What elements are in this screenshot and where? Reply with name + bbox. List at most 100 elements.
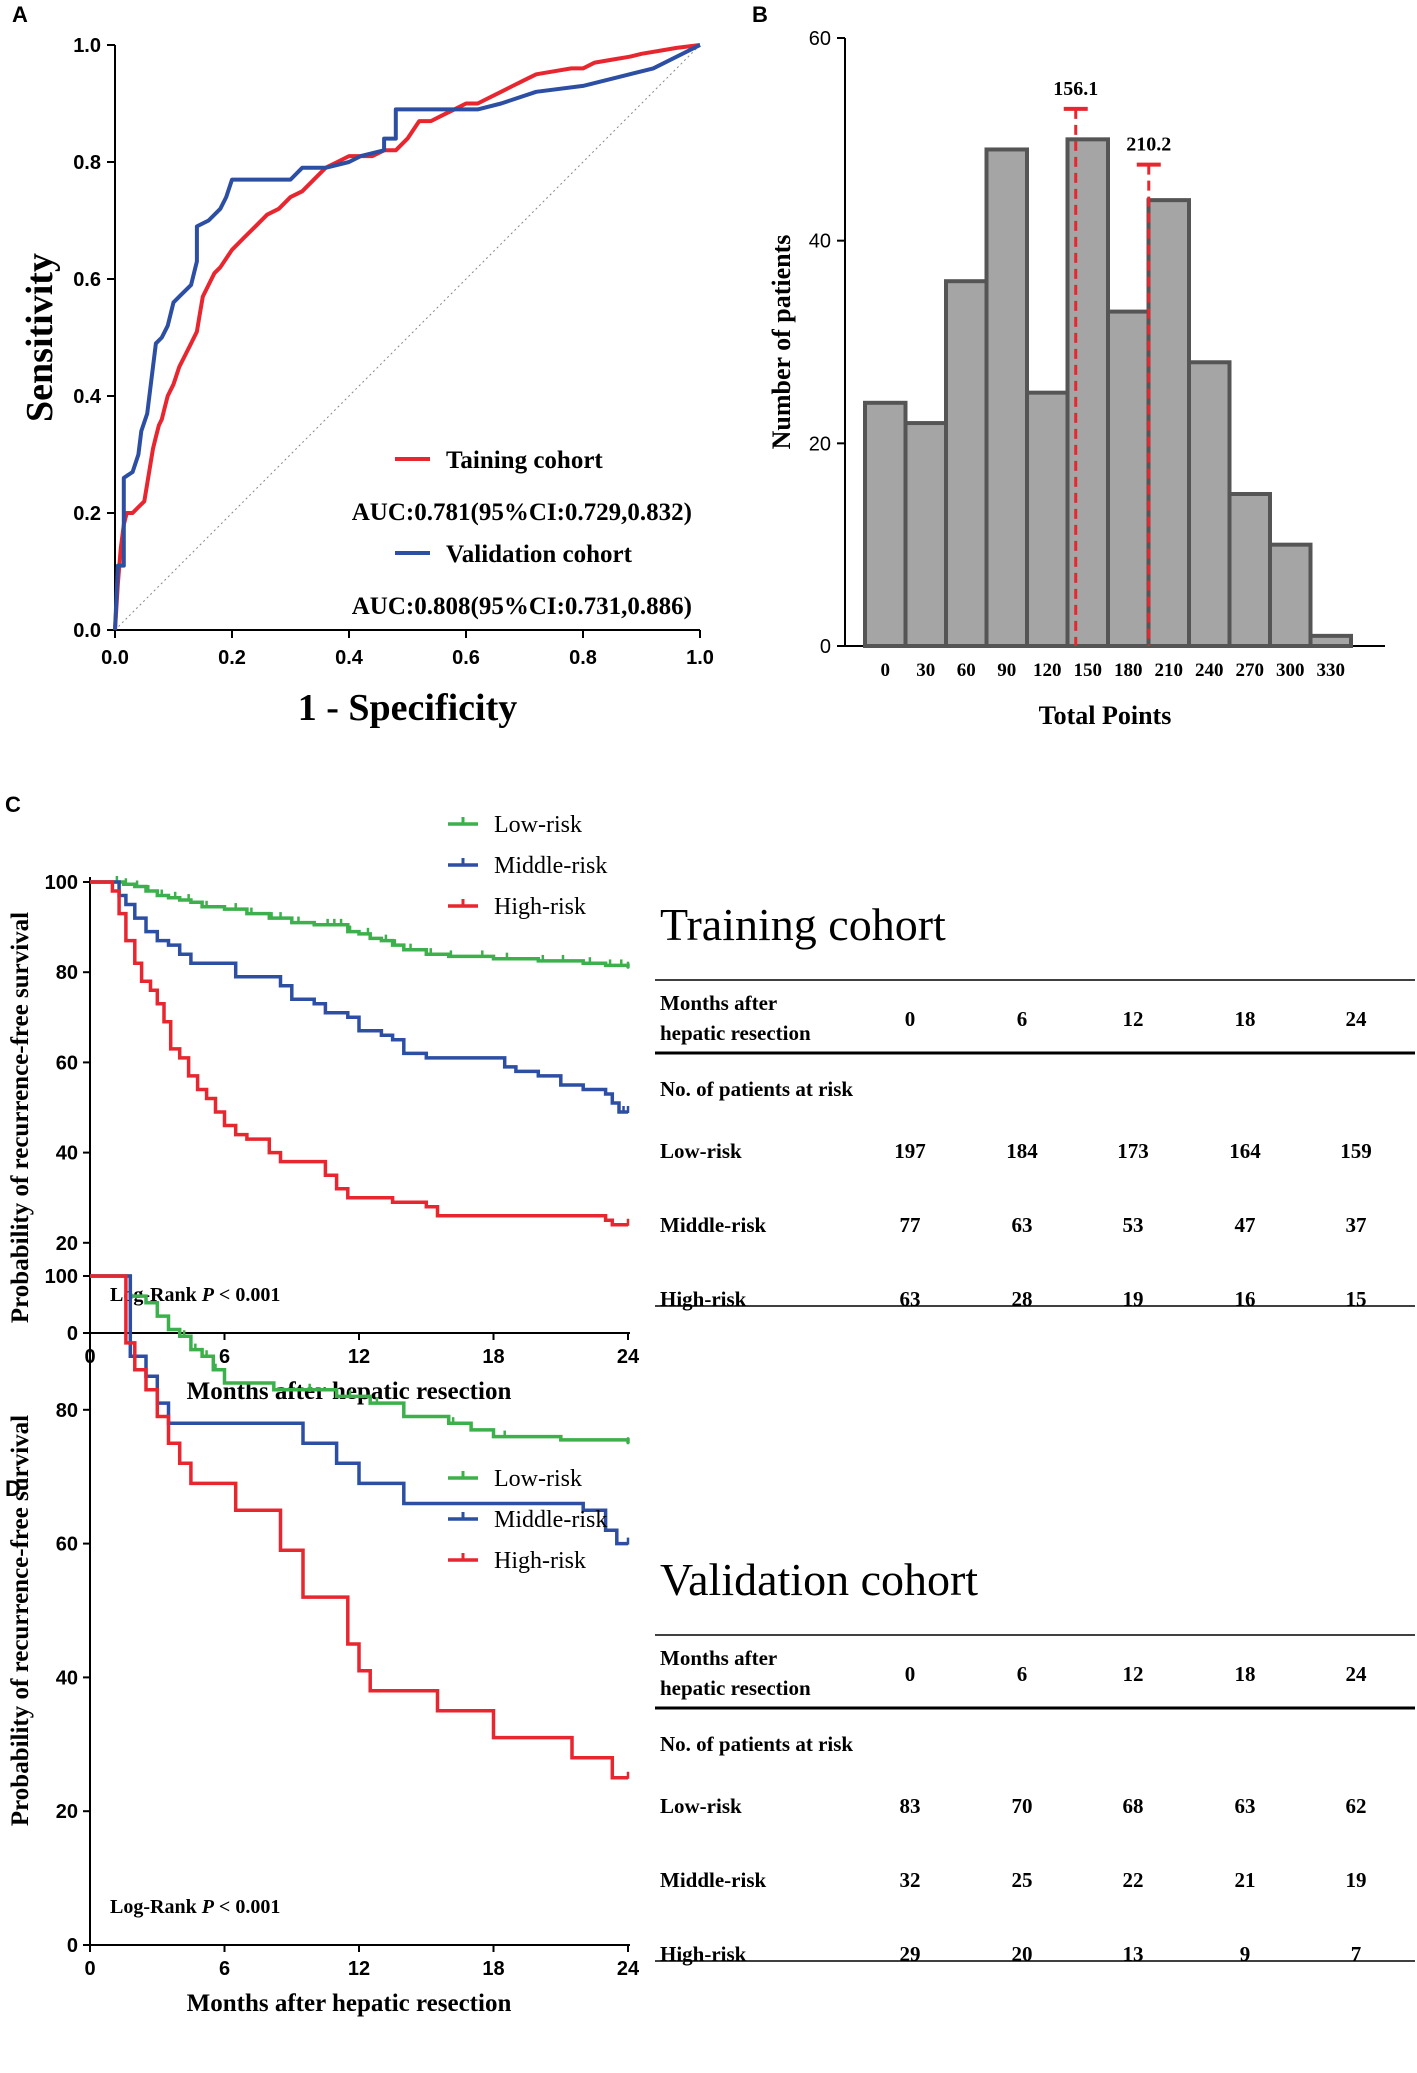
km-x-tick-label: 12 — [348, 1346, 370, 1368]
km-y-tick-label: 100 — [45, 872, 78, 894]
table-cell: 63 — [900, 1287, 921, 1311]
km-x-tick-label: 0 — [84, 1958, 95, 1980]
hist-y-tick-label: 20 — [809, 433, 831, 455]
hist-marker-label: 210.2 — [1126, 134, 1171, 156]
table-title: Validation cohort — [660, 1554, 978, 1605]
km-logrank-p: P — [201, 1284, 215, 1306]
table-cell: 164 — [1229, 1139, 1261, 1163]
table-cell: 20 — [1012, 1942, 1033, 1966]
hist-x-tick-label: 180 — [1114, 660, 1143, 681]
roc-legend-validation: Validation cohort — [446, 541, 633, 568]
table-section-label: No. of patients at risk — [660, 1077, 853, 1101]
table-cell: 70 — [1012, 1794, 1033, 1818]
hist-bar — [1268, 542, 1313, 649]
table-cell: 62 — [1346, 1794, 1367, 1818]
km-x-tick-label: 24 — [617, 1958, 640, 1980]
km-y-tick-label: 40 — [56, 1667, 78, 1689]
table-row-label: Low-risk — [660, 1139, 742, 1163]
table-row-label: Middle-risk — [660, 1213, 766, 1237]
table-cell: 173 — [1117, 1139, 1149, 1163]
table-column-header: 24 — [1346, 1662, 1368, 1686]
roc-x-tick-label: 0.8 — [569, 647, 597, 669]
roc-x-tick-label: 0.0 — [101, 647, 129, 669]
hist-x-tick-label: 120 — [1033, 660, 1062, 681]
hist-x-tick-label: 150 — [1074, 660, 1103, 681]
table-cell: 22 — [1123, 1868, 1144, 1892]
roc-curve-training — [113, 43, 701, 631]
km-x-tick-label: 6 — [219, 1346, 230, 1368]
hist-x-tick-label: 210 — [1155, 660, 1184, 681]
table-header-label: Months after — [660, 1646, 777, 1670]
km-legend-low: Low-risk — [494, 812, 582, 838]
table-column-header: 12 — [1123, 1662, 1144, 1686]
roc-legend-training-auc: AUC:0.781(95%CI:0.729,0.832) — [352, 499, 692, 526]
hist-bar — [863, 400, 908, 648]
table-row-label: High-risk — [660, 1287, 747, 1311]
table-row-label: Low-risk — [660, 1794, 742, 1818]
table-column-header: 0 — [905, 1007, 916, 1031]
risk-table-validation: Validation cohort Months after hepatic res… — [655, 1554, 1415, 1966]
km-legend-low: Low-risk — [494, 1466, 582, 1492]
table-cell: 15 — [1346, 1287, 1367, 1311]
panel-label-d: D — [5, 1476, 21, 1501]
km-logrank-annotation: Log-Rank P < 0.001 — [110, 1284, 280, 1306]
km-logrank-p: P — [201, 1896, 215, 1918]
table-cell: 19 — [1346, 1868, 1367, 1892]
hist-bar — [1025, 390, 1070, 648]
km-y-tick-label: 40 — [56, 1143, 78, 1165]
km-logrank-suffix: < 0.001 — [214, 1284, 280, 1306]
km-logrank-annotation: Log-Rank P < 0.001 — [110, 1896, 280, 1918]
panel-label-c: C — [5, 792, 21, 817]
km-y-label: Probability of recurrence-free survival — [7, 912, 34, 1323]
km-y-tick-label: 20 — [56, 1801, 78, 1823]
hist-x-tick-label: 90 — [997, 660, 1016, 681]
km-x-tick-label: 24 — [617, 1346, 640, 1368]
table-cell: 13 — [1123, 1942, 1144, 1966]
km-logrank-prefix: Log-Rank — [110, 1284, 202, 1306]
km-x-tick-label: 12 — [348, 1958, 370, 1980]
table-cell: 21 — [1235, 1868, 1256, 1892]
table-header-label: hepatic resection — [660, 1021, 811, 1045]
roc-y-tick-label: 0.6 — [73, 269, 101, 291]
km-x-tick-label: 18 — [482, 1958, 504, 1980]
roc-y-tick-label: 1.0 — [73, 35, 101, 57]
roc-curve-validation — [113, 43, 701, 631]
km-x-tick-label: 18 — [482, 1346, 504, 1368]
hist-marker-label: 156.1 — [1053, 78, 1098, 100]
hist-bar — [1227, 492, 1272, 648]
roc-legend-validation-auc: AUC:0.808(95%CI:0.731,0.886) — [352, 593, 692, 620]
hist-x-tick-label: 330 — [1317, 660, 1346, 681]
km-legend-middle: Middle-risk — [494, 853, 607, 879]
roc-y-tick-label: 0.0 — [73, 620, 101, 642]
hist-y-tick-label: 40 — [809, 231, 831, 253]
table-cell: 197 — [894, 1139, 926, 1163]
table-row-label: High-risk — [660, 1942, 747, 1966]
roc-x-tick-label: 0.4 — [335, 647, 364, 669]
table-header-label: hepatic resection — [660, 1676, 811, 1700]
km-y-tick-label: 0 — [67, 1935, 78, 1957]
km-curve-middle — [90, 880, 628, 1114]
panel-label-b: B — [752, 2, 768, 27]
hist-x-tick-label: 60 — [957, 660, 976, 681]
hist-x-tick-label: 270 — [1236, 660, 1265, 681]
histogram-panel: B 0 20 40 60 0 30 60 90 120 150 180 210 240 270 300 330 T… — [752, 2, 1385, 730]
km-y-tick-label: 80 — [56, 1400, 78, 1422]
roc-x-tick-label: 0.2 — [218, 647, 246, 669]
table-cell: 25 — [1012, 1868, 1033, 1892]
table-cell: 47 — [1235, 1213, 1256, 1237]
km-x-tick-label: 6 — [219, 1958, 230, 1980]
table-column-header: 24 — [1346, 1007, 1368, 1031]
roc-y-label: Sensitivity — [19, 253, 61, 422]
km-x-label: Months after hepatic resection — [187, 1990, 512, 2017]
table-cell: 9 — [1240, 1942, 1251, 1966]
roc-y-tick-label: 0.2 — [73, 503, 101, 525]
table-cell: 63 — [1012, 1213, 1033, 1237]
table-column-header: 6 — [1017, 1007, 1028, 1031]
hist-bar — [1308, 633, 1353, 648]
roc-panel: A 0.0 0.2 0.4 0.6 0.8 1.0 0.0 0.2 0.4 0.6 0.8 1.0 1 -… — [12, 2, 714, 729]
hist-bar — [1187, 360, 1232, 648]
km-y-tick-label: 100 — [45, 1266, 78, 1288]
roc-x-tick-label: 1.0 — [686, 647, 714, 669]
table-column-header: 12 — [1123, 1007, 1144, 1031]
